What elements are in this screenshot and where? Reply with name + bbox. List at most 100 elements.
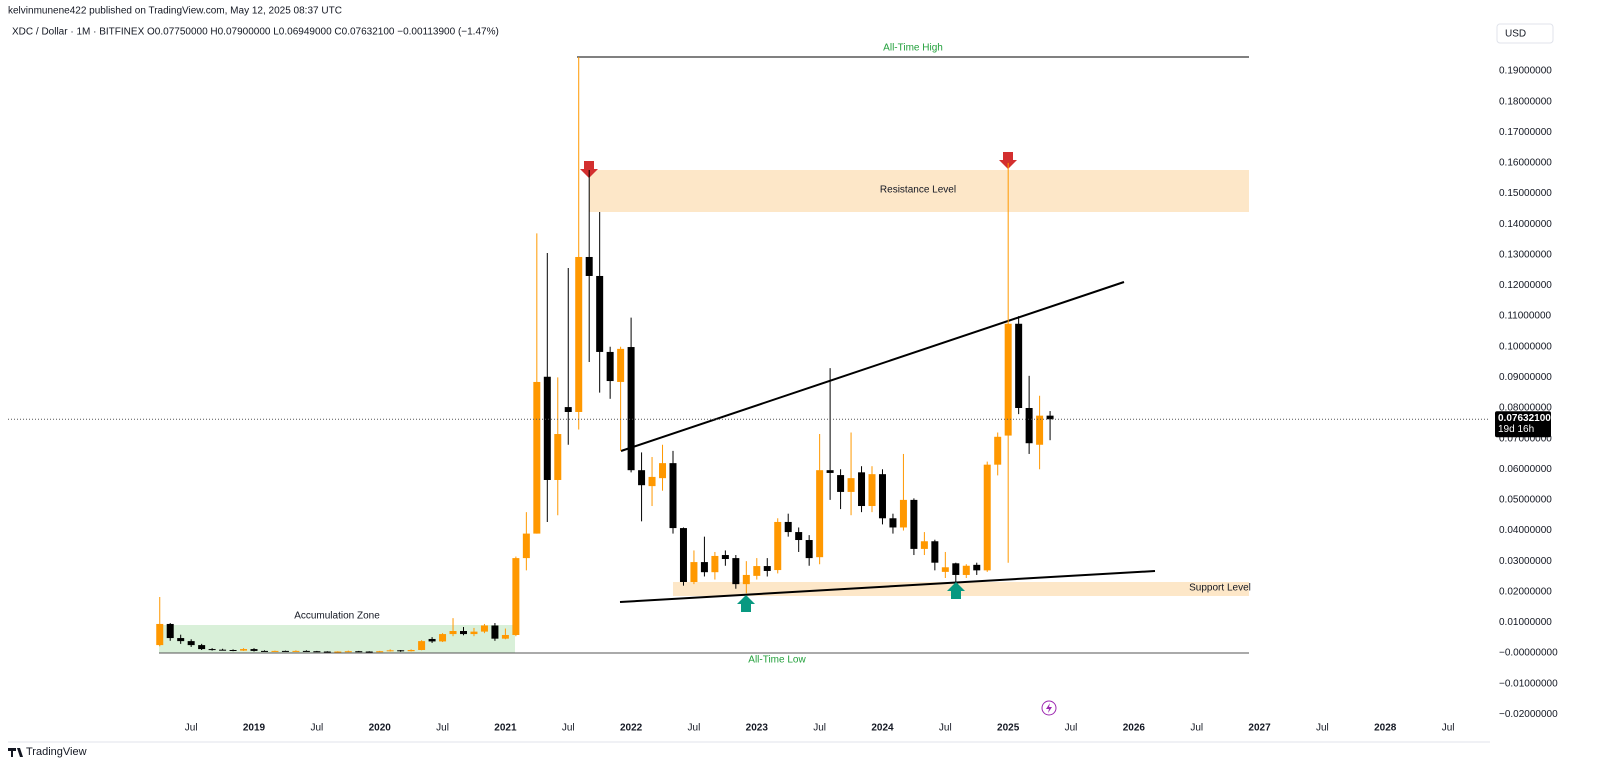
candle-body	[973, 564, 981, 571]
candle-body	[669, 463, 677, 529]
x-tick-label: Jul	[688, 723, 701, 734]
candle-body	[983, 464, 991, 571]
last-price-tag	[1495, 411, 1551, 438]
candle-body	[240, 649, 248, 651]
x-tick-label: 2020	[369, 723, 392, 734]
candle-body	[575, 256, 583, 412]
candle-body	[480, 625, 488, 632]
candle-body	[847, 478, 855, 492]
candle-body	[617, 348, 625, 382]
candle-body	[700, 562, 708, 573]
candle-body	[229, 649, 237, 651]
x-tick-label: Jul	[939, 723, 952, 734]
candle-body	[585, 256, 593, 276]
candle-body	[543, 376, 551, 480]
event-icon[interactable]	[1041, 700, 1057, 716]
x-tick-label: Jul	[1065, 723, 1078, 734]
logo-mark	[8, 748, 23, 757]
x-tick-label: Jul	[310, 723, 323, 734]
annotation: All-Time Low	[748, 655, 806, 666]
candle-body	[878, 474, 886, 519]
candle-body	[941, 567, 949, 572]
candle-body	[1025, 407, 1033, 444]
y-tick-label: 0.19000000	[1499, 66, 1552, 77]
candle-body	[428, 638, 436, 642]
candle-body	[260, 650, 268, 652]
candle-body	[208, 649, 216, 651]
candle-body	[323, 651, 331, 653]
y-tick-label: 0.12000000	[1499, 280, 1552, 291]
candle-body	[805, 540, 813, 559]
accumulation-zone	[159, 625, 515, 653]
candle-body	[627, 347, 635, 471]
candle-body	[679, 528, 687, 582]
publisher: kelvinmunene422 published on TradingView…	[8, 6, 342, 17]
currency[interactable]: USD	[1505, 29, 1526, 40]
y-tick-label: 0.01000000	[1499, 617, 1552, 628]
candle-body	[271, 650, 279, 652]
y-tick-label: 0.13000000	[1499, 249, 1552, 260]
y-tick-label: 0.15000000	[1499, 188, 1552, 199]
y-tick-label: 0.05000000	[1499, 495, 1552, 506]
candle-body	[910, 499, 918, 549]
candle-body	[355, 651, 363, 653]
candle-body	[638, 470, 646, 486]
candle-body	[302, 650, 310, 652]
x-tick-label: 2023	[746, 723, 769, 734]
x-tick-label: Jul	[1442, 723, 1455, 734]
candle-body	[659, 463, 667, 479]
y-tick-label: 0.04000000	[1499, 525, 1552, 536]
candle-body	[292, 650, 300, 652]
candle-body	[648, 476, 656, 487]
candle-body	[397, 650, 405, 652]
annotation: Resistance Level	[880, 185, 956, 196]
countdown-label: 19d 16h	[1498, 424, 1534, 435]
candle-body	[962, 565, 970, 575]
y-tick-label: 0.11000000	[1499, 311, 1552, 322]
y-tick-label: 0.14000000	[1499, 219, 1552, 230]
candle-body	[460, 631, 468, 635]
candle-body	[250, 649, 258, 651]
y-tick-label: 0.02000000	[1499, 586, 1552, 597]
candle-body	[156, 623, 164, 646]
x-tick-label: Jul	[1190, 723, 1203, 734]
candle-body	[281, 650, 289, 652]
candle-body	[491, 625, 499, 639]
upper-trendline	[620, 281, 1125, 452]
lower-trendline	[619, 570, 1156, 603]
candle-body	[795, 532, 803, 541]
candle-body	[920, 541, 928, 549]
resistance-zone	[589, 170, 1249, 212]
candle-body	[774, 521, 782, 571]
candle-body	[564, 407, 572, 412]
up-arrow	[947, 582, 965, 599]
down-arrow	[999, 152, 1017, 169]
candle-body	[763, 566, 771, 571]
candle-body	[1036, 415, 1044, 445]
x-tick-label: Jul	[436, 723, 449, 734]
y-tick-label: −0.00000000	[1499, 648, 1558, 659]
annotation: Support Level	[1189, 583, 1251, 594]
candle-body	[439, 634, 447, 642]
candle-body	[533, 381, 541, 534]
candle-body	[501, 634, 509, 639]
currency-button[interactable]	[1496, 23, 1554, 44]
candle-body	[899, 499, 907, 528]
candle-body	[753, 566, 761, 576]
x-tick-label: 2025	[997, 723, 1020, 734]
y-tick-label: 0.18000000	[1499, 96, 1552, 107]
candle-body	[512, 558, 520, 635]
x-tick-label: 2027	[1248, 723, 1271, 734]
last-price-label: 0.07632100	[1498, 413, 1551, 424]
candle-body	[386, 650, 394, 652]
candle-body	[1015, 323, 1023, 408]
x-tick-label: Jul	[1316, 723, 1329, 734]
candle-body	[784, 521, 792, 533]
x-tick-label: 2021	[494, 723, 517, 734]
y-tick-label: 0.16000000	[1499, 158, 1552, 169]
candle-body	[166, 623, 174, 639]
candle-body	[365, 651, 373, 653]
candle-body	[596, 275, 604, 352]
candle-body	[858, 472, 866, 507]
x-tick-label: 2028	[1374, 723, 1397, 734]
